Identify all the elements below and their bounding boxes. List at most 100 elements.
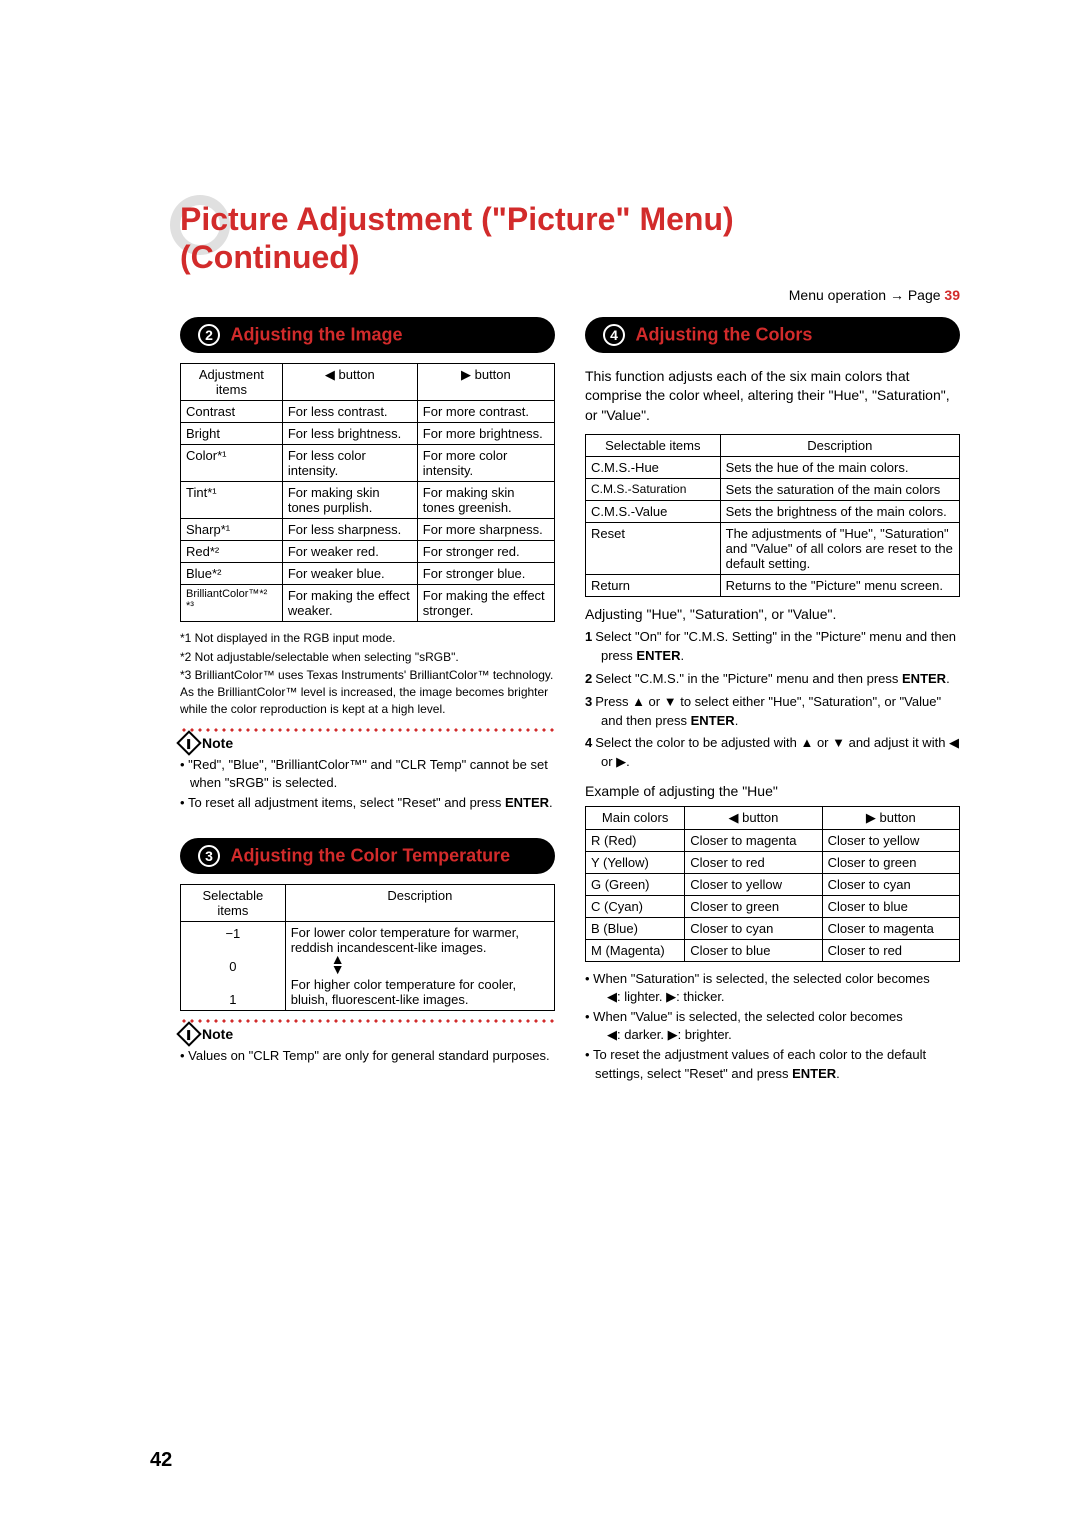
sec3-note-bullets: Values on "CLR Temp" are only for genera… <box>180 1047 555 1065</box>
menu-op-page-num: 39 <box>944 287 960 303</box>
cell: Bright <box>181 422 283 444</box>
cell: C.M.S.-Saturation <box>586 478 721 500</box>
note-header-2: Note <box>180 1025 555 1043</box>
page-number: 42 <box>150 1449 172 1472</box>
cell: M (Magenta) <box>586 939 685 961</box>
cell: Reset <box>586 522 721 574</box>
hue-example-table: Main colors ◀ button ▶ button R (Red)Clo… <box>585 806 960 962</box>
cell: C.M.S.-Hue <box>586 456 721 478</box>
note-divider-2 <box>180 1019 555 1023</box>
note-divider <box>180 728 555 732</box>
sec2-footnotes: *1 Not displayed in the RGB input mode. … <box>180 630 555 718</box>
cell: For making skin tones purplish. <box>282 481 417 518</box>
color-temp-table: Selectable items Description −1 0 1 For … <box>180 884 555 1011</box>
cell: Closer to green <box>685 895 822 917</box>
cell: For making the effect stronger. <box>417 584 554 621</box>
section-2-title: Adjusting the Image <box>230 324 402 344</box>
cell: Closer to magenta <box>685 829 822 851</box>
section-4-header: 4 Adjusting the Colors <box>585 317 960 353</box>
cell: For more color intensity. <box>417 444 554 481</box>
footnote-2: *2 Not adjustable/selectable when select… <box>180 649 555 666</box>
adj-th-1: ◀ button <box>282 363 417 400</box>
section-4-title: Adjusting the Colors <box>635 324 812 344</box>
cell: Closer to green <box>822 851 959 873</box>
menu-op-text: Menu operation <box>789 287 886 303</box>
cell: Closer to yellow <box>822 829 959 851</box>
cell: Color*¹ <box>181 444 283 481</box>
cell: For more brightness. <box>417 422 554 444</box>
cell: Closer to blue <box>822 895 959 917</box>
steps-title: Adjusting "Hue", "Saturation", or "Value… <box>585 605 960 625</box>
cell: Sets the saturation of the main colors <box>720 478 959 500</box>
note-header: Note <box>180 734 555 752</box>
tail-bullet: When "Saturation" is selected, the selec… <box>585 970 960 1006</box>
note-icon <box>176 1021 201 1046</box>
cell: Closer to red <box>685 851 822 873</box>
right-column: 4 Adjusting the Colors This function adj… <box>585 311 960 1095</box>
tail-sub: ◀: lighter. ▶: thicker. <box>595 989 725 1004</box>
cms-th-0: Selectable items <box>586 434 721 456</box>
cell: For making the effect weaker. <box>282 584 417 621</box>
adjustment-items-table: Adjustment items ◀ button ▶ button Contr… <box>180 363 555 622</box>
note-bullet: Values on "CLR Temp" are only for genera… <box>180 1047 555 1065</box>
cell: R (Red) <box>586 829 685 851</box>
step-2: 2Select "C.M.S." in the "Picture" menu a… <box>585 670 960 689</box>
cell: Red*² <box>181 540 283 562</box>
cell: For less brightness. <box>282 422 417 444</box>
cell: Tint*¹ <box>181 481 283 518</box>
cell: Closer to blue <box>685 939 822 961</box>
adj-th-2: ▶ button <box>417 363 554 400</box>
sec4-intro: This function adjusts each of the six ma… <box>585 367 960 426</box>
menu-operation-ref: Menu operation → Page 39 <box>180 287 960 303</box>
cell: For making skin tones greenish. <box>417 481 554 518</box>
cell: For more sharpness. <box>417 518 554 540</box>
sec4-tail-bullets: When "Saturation" is selected, the selec… <box>585 970 960 1083</box>
hue-th-0: Main colors <box>586 806 685 829</box>
cell: Closer to magenta <box>822 917 959 939</box>
cms-steps: 1Select "On" for "C.M.S. Setting" in the… <box>585 628 960 772</box>
cell: Sets the brightness of the main colors. <box>720 500 959 522</box>
cell: Sharp*¹ <box>181 518 283 540</box>
hue-th-2: ▶ button <box>822 806 959 829</box>
section-4-num: 4 <box>603 324 625 346</box>
title-line-2: (Continued) <box>180 239 360 275</box>
cell: For weaker blue. <box>282 562 417 584</box>
hue-th-1: ◀ button <box>685 806 822 829</box>
note-bullet: "Red", "Blue", "BrilliantColor™" and "CL… <box>180 756 555 792</box>
tail-bullet: When "Value" is selected, the selected c… <box>585 1008 960 1044</box>
cell: G (Green) <box>586 873 685 895</box>
cell: For less contrast. <box>282 400 417 422</box>
cell: Closer to cyan <box>822 873 959 895</box>
sec2-note-bullets: "Red", "Blue", "BrilliantColor™" and "CL… <box>180 756 555 813</box>
section-3-title: Adjusting the Color Temperature <box>230 846 510 866</box>
cms-table: Selectable items Description C.M.S.-HueS… <box>585 434 960 597</box>
note-label: Note <box>202 1026 233 1042</box>
cell: For weaker red. <box>282 540 417 562</box>
arrow-icon: → <box>890 287 908 303</box>
ct-th-1: Description <box>285 885 554 922</box>
cell: For stronger blue. <box>417 562 554 584</box>
ct-th-0: Selectable items <box>181 885 286 922</box>
cell: Blue*² <box>181 562 283 584</box>
title-line-1: Picture Adjustment ("Picture" Menu) <box>180 201 734 237</box>
footnote-1: *1 Not displayed in the RGB input mode. <box>180 630 555 647</box>
adj-th-0: Adjustment items <box>181 363 283 400</box>
cell: Sets the hue of the main colors. <box>720 456 959 478</box>
cell: Contrast <box>181 400 283 422</box>
cell: Closer to cyan <box>685 917 822 939</box>
updown-arrow-icon: ▲▼ <box>331 955 345 975</box>
footnote-3: *3 BrilliantColor™ uses Texas Instrument… <box>180 667 555 717</box>
note-icon <box>176 730 201 755</box>
cell: For less color intensity. <box>282 444 417 481</box>
cell: B (Blue) <box>586 917 685 939</box>
cell: Closer to red <box>822 939 959 961</box>
note-bullet: To reset all adjustment items, select "R… <box>180 794 555 812</box>
tail-sub: ◀: darker. ▶: brighter. <box>595 1027 732 1042</box>
section-2-header: 2 Adjusting the Image <box>180 317 555 353</box>
section-3-num: 3 <box>198 845 220 867</box>
cell: Closer to yellow <box>685 873 822 895</box>
step-1: 1Select "On" for "C.M.S. Setting" in the… <box>585 628 960 666</box>
cell: The adjustments of "Hue", "Saturation" a… <box>720 522 959 574</box>
ct-items: −1 0 1 <box>181 922 286 1011</box>
cell: Y (Yellow) <box>586 851 685 873</box>
